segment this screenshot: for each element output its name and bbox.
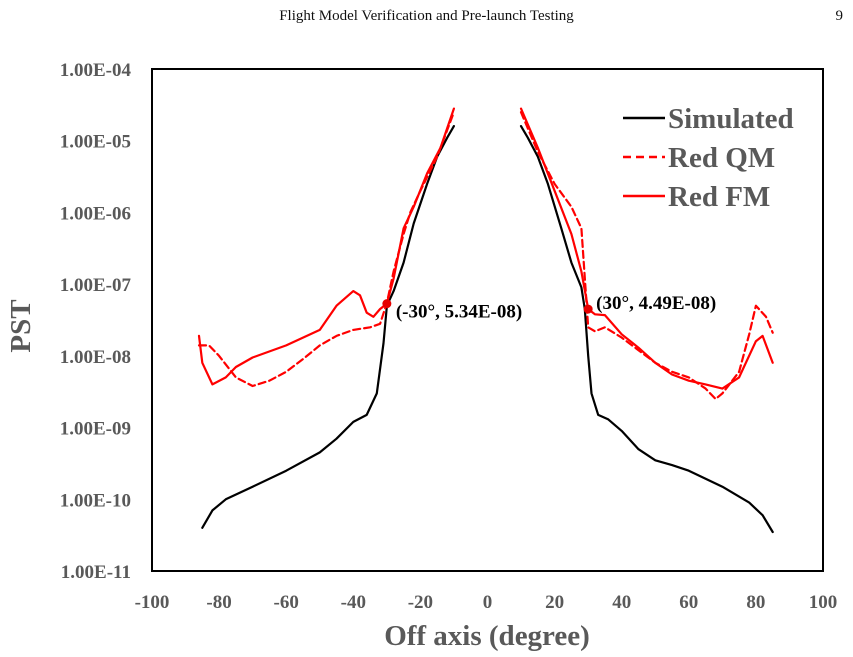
y-tick-label: 1.00E-09 (60, 419, 131, 440)
x-tick-label: -20 (408, 592, 433, 613)
running-title: Flight Model Verification and Pre-launch… (279, 8, 574, 24)
x-tick-label: 0 (483, 592, 493, 613)
annotation-label: (-30°, 5.34E-08) (396, 302, 522, 323)
legend-label-simulated: Simulated (668, 103, 794, 135)
y-tick-label: 1.00E-08 (60, 347, 131, 368)
x-tick-label: 100 (809, 592, 838, 613)
legend-label-red-qm: Red QM (668, 142, 775, 174)
page-number: 9 (835, 8, 844, 24)
x-tick-label: 60 (679, 592, 698, 613)
x-axis-title: Off axis (degree) (384, 620, 590, 652)
y-axis-title: PST (5, 299, 37, 352)
x-tick-label: -100 (135, 592, 170, 613)
x-tick-label: 20 (545, 592, 564, 613)
annotations: (-30°, 5.34E-08) (30°, 4.49E-08) (382, 293, 716, 323)
plot-area-frame (151, 68, 824, 572)
series-line-simulated (519, 125, 774, 534)
y-tick-label: 1.00E-04 (60, 60, 132, 81)
y-tick-label: 1.00E-11 (61, 562, 131, 583)
x-tick-label: -40 (341, 592, 366, 613)
x-tick-label: -60 (274, 592, 299, 613)
y-tick-label: 1.00E-10 (60, 490, 131, 511)
series-line-red-fm (197, 107, 455, 386)
y-tick-label: 1.00E-07 (60, 275, 132, 296)
y-tick-label: 1.00E-05 (60, 132, 131, 153)
y-axis-ticks: 1.00E-04 1.00E-05 1.00E-06 1.00E-07 1.00E-08… (60, 60, 132, 583)
legend-label-red-fm: Red FM (668, 181, 770, 213)
x-axis-ticks: -100 -80 -60 -40 -20 0 20 40 60 80 100 (135, 592, 838, 613)
x-tick-label: -80 (206, 592, 231, 613)
series-line-simulated (201, 125, 455, 529)
annotation-label: (30°, 4.49E-08) (596, 293, 716, 314)
annotation-point (583, 304, 593, 314)
series-line-red-fm (519, 107, 774, 390)
series-group (197, 107, 774, 534)
y-tick-label: 1.00E-06 (60, 203, 131, 224)
legend: Simulated Red QM Red FM (623, 103, 794, 213)
annotation-point (382, 299, 392, 309)
series-line-red-qm (197, 111, 455, 388)
page-header: Flight Model Verification and Pre-launch… (0, 4, 853, 30)
x-tick-label: 40 (612, 592, 631, 613)
x-tick-label: 80 (746, 592, 765, 613)
